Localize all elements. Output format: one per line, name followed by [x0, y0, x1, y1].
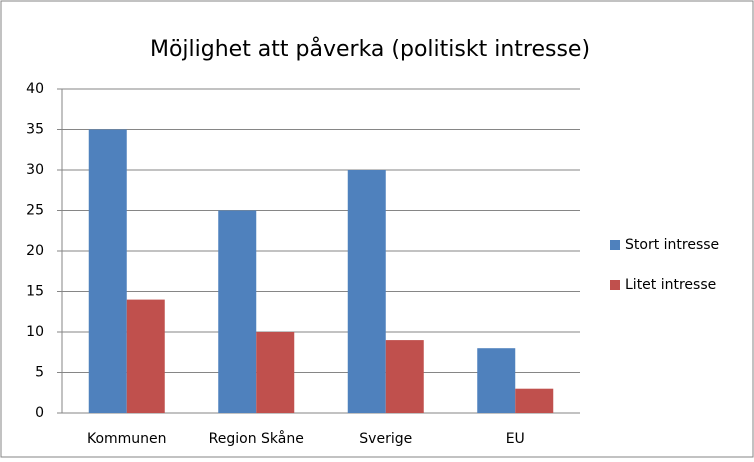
bar — [347, 170, 386, 413]
y-tick-label: 20 — [26, 243, 44, 259]
x-tick-label: Sverige — [359, 431, 412, 447]
bar — [126, 299, 165, 413]
y-tick-label: 40 — [26, 81, 44, 97]
bar — [256, 332, 295, 413]
legend-swatch — [610, 280, 620, 290]
y-tick-label: 35 — [26, 122, 44, 138]
y-tick-label: 25 — [26, 203, 44, 219]
x-tick-label: EU — [506, 431, 525, 447]
legend-label: Stort intresse — [625, 237, 719, 253]
bar — [218, 210, 257, 413]
chart-title: Möjlighet att påverka (politiskt intress… — [150, 36, 590, 62]
y-tick-label: 10 — [26, 324, 44, 340]
bar — [477, 348, 516, 413]
y-tick-label: 5 — [35, 365, 44, 381]
legend-swatch — [610, 240, 620, 250]
y-tick-label: 0 — [35, 405, 44, 421]
y-tick-label: 30 — [26, 162, 44, 178]
legend-label: Litet intresse — [625, 277, 716, 293]
x-tick-label: Kommunen — [87, 431, 167, 447]
bar — [515, 388, 554, 413]
bar — [385, 340, 424, 413]
bar — [88, 129, 127, 413]
y-tick-label: 15 — [26, 284, 44, 300]
x-tick-label: Region Skåne — [209, 430, 304, 447]
